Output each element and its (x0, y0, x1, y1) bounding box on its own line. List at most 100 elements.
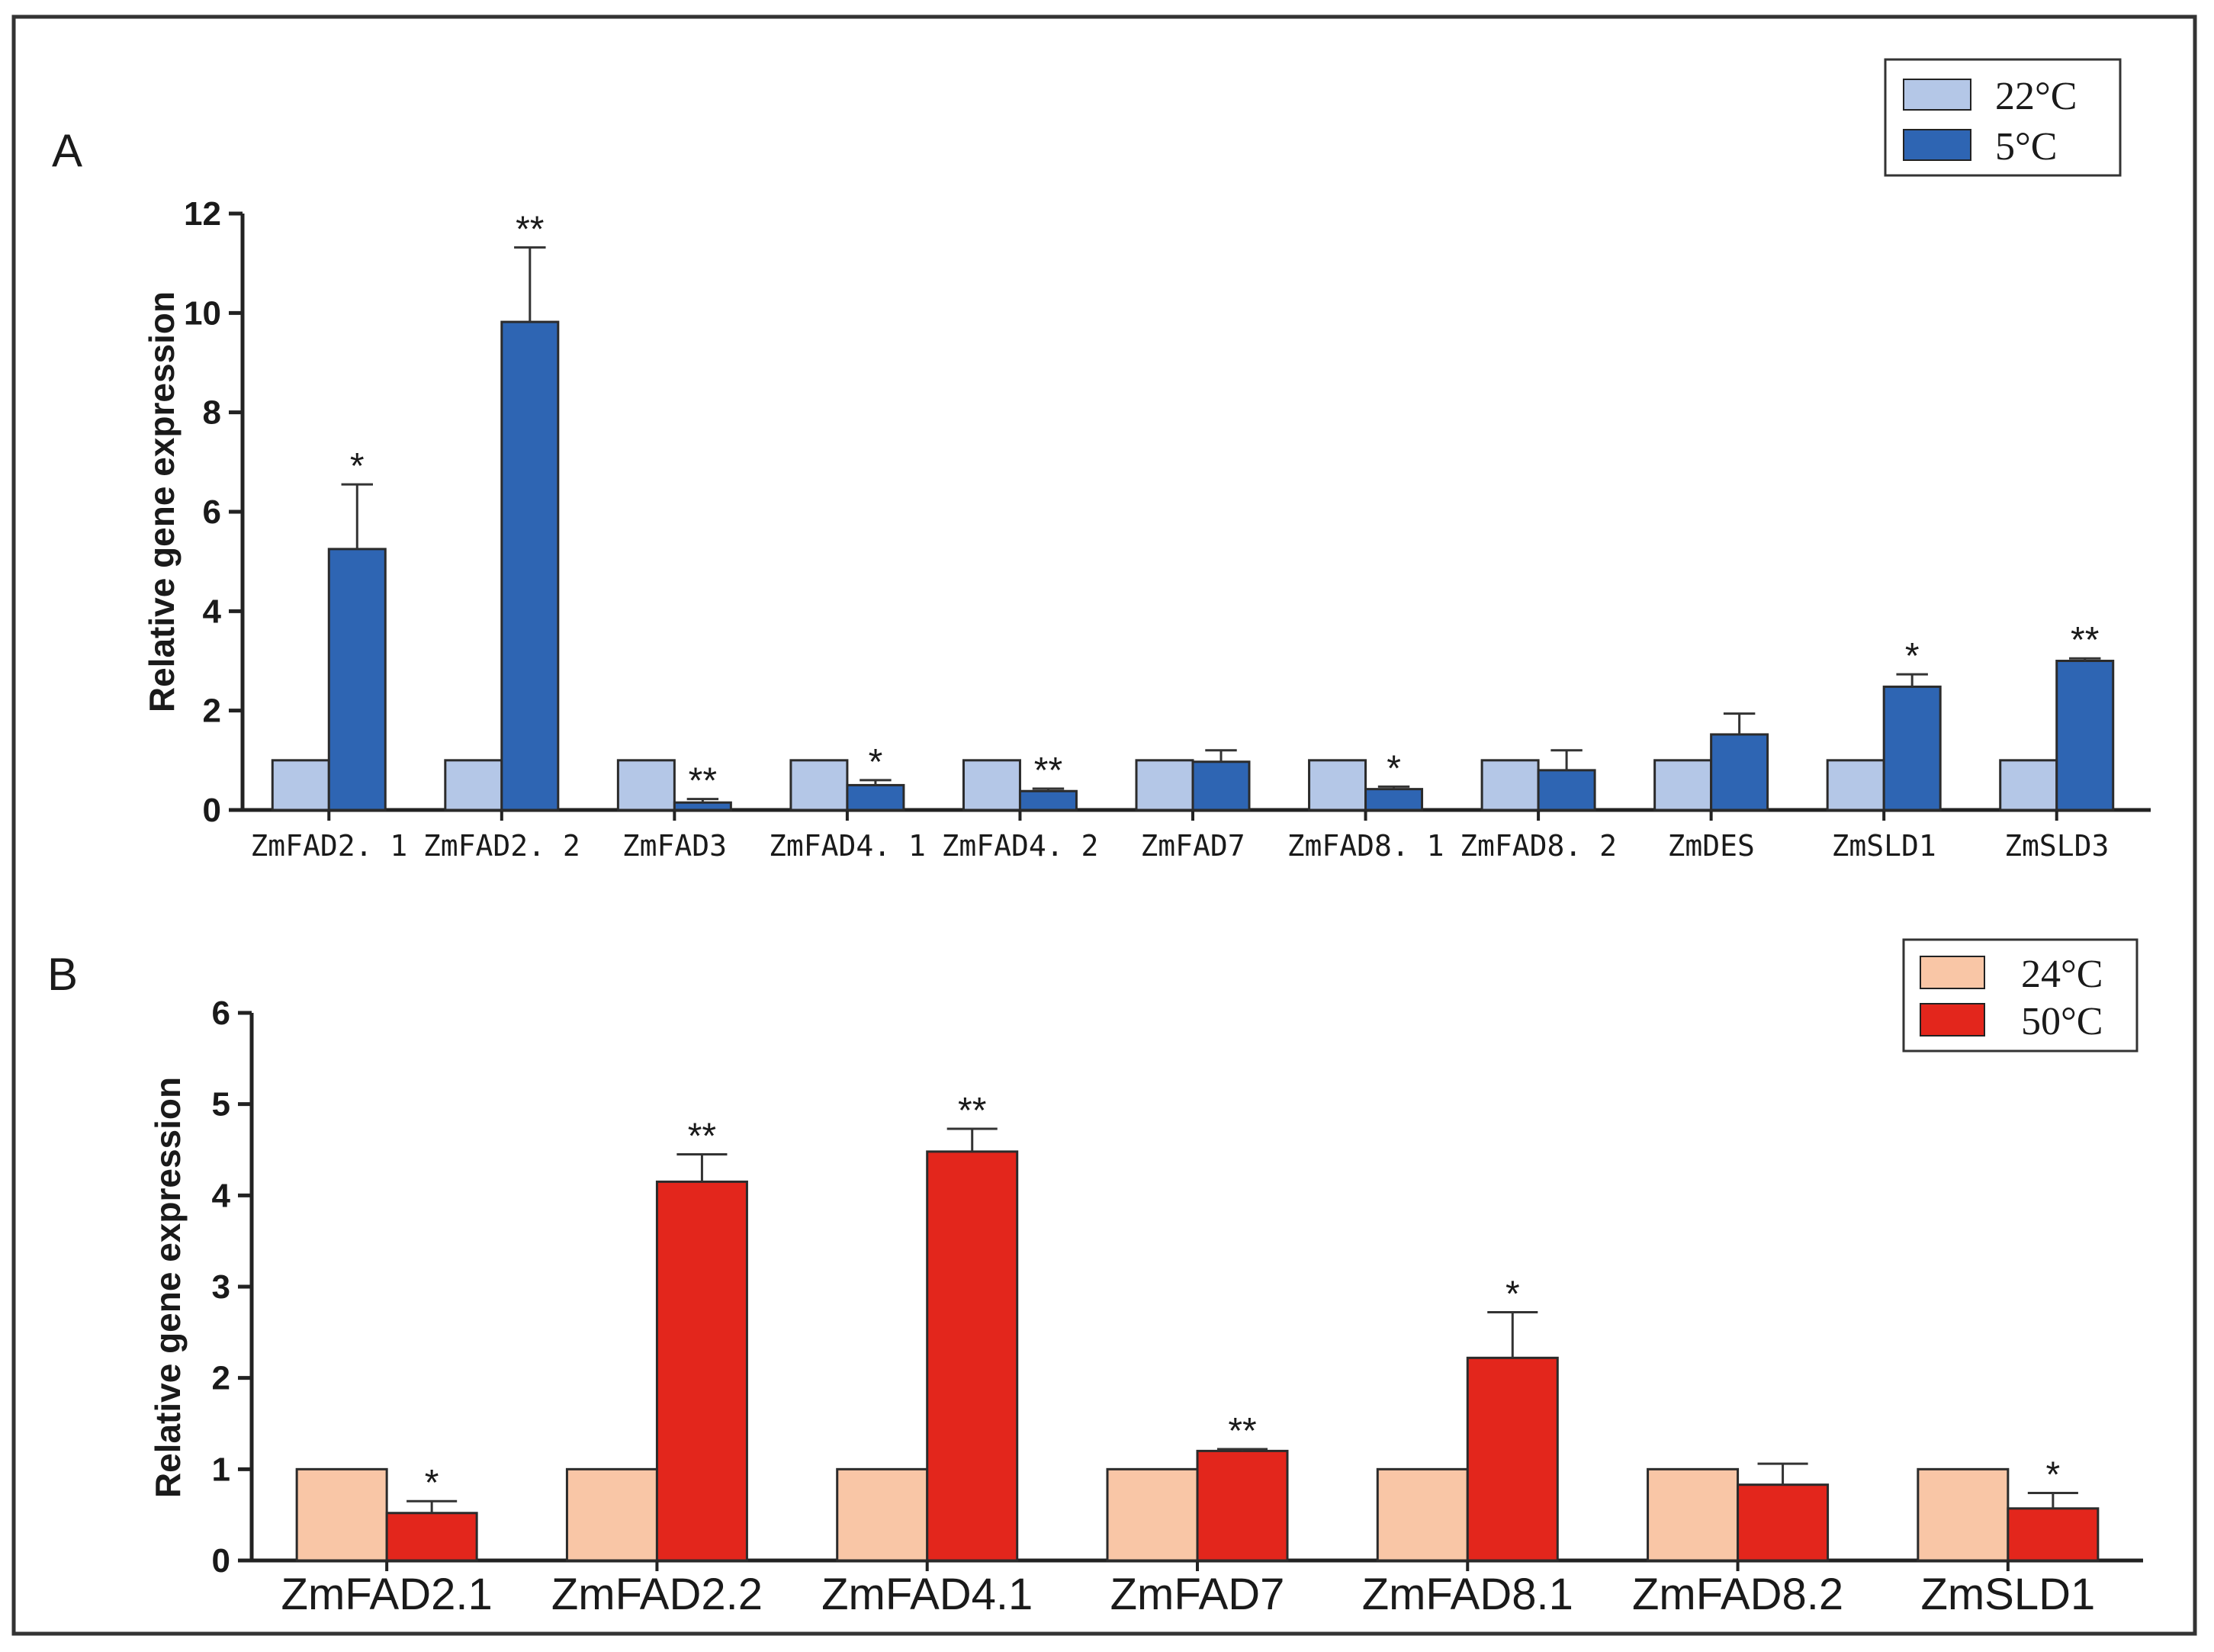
y-tick-label: 12 (184, 195, 221, 233)
significance-marker: ** (958, 1091, 986, 1131)
panel-b-ylabel: Relative gene expression (148, 1077, 188, 1498)
y-tick-label: 6 (203, 493, 221, 531)
category-label: ZmDES (1667, 829, 1754, 863)
category-label: ZmSLD1 (1832, 829, 1936, 863)
legend-label-22c: 22°C (1995, 75, 2077, 118)
bar-zmsld1-24degc (1917, 1467, 2010, 1562)
significance-marker: * (869, 742, 883, 783)
category-label: ZmFAD8.1 (1362, 1570, 1573, 1619)
legend-label-24c: 24°C (2021, 953, 2103, 996)
category-label: ZmFAD4. 1 (769, 829, 926, 863)
significance-marker: * (1505, 1274, 1520, 1315)
bar-zmfad2-1-24degc (295, 1467, 388, 1562)
category-label: ZmFAD4.1 (821, 1570, 1033, 1619)
bar-zmdes-5degc (1710, 733, 1769, 812)
panel-b-category-labels: ZmFAD2.1 ZmFAD2.2 ZmFAD4.1 ZmFAD7 ZmFAD8.1 Zm… (281, 1570, 2096, 1619)
significance-marker: ** (2071, 620, 2099, 660)
panel-a-legend: 22°C 5°C (1884, 58, 2122, 177)
figure-frame (11, 14, 2197, 1636)
legend-swatch-24c (1920, 956, 1985, 989)
category-label: ZmFAD2. 1 (250, 829, 407, 863)
bar-zmfad4-2-22degc (962, 759, 1021, 812)
legend-swatch-5c (1903, 129, 1971, 161)
category-label: ZmFAD4. 2 (942, 829, 1099, 863)
panel-b-bars: ********* (295, 1091, 2100, 1562)
bar-zmsld1-5degc (1882, 685, 1942, 812)
legend-swatch-50c (1920, 1003, 1985, 1037)
bar-zmfad2-2-24degc (565, 1467, 658, 1562)
significance-marker: ** (1034, 750, 1062, 791)
bar-zmfad2-1-22degc (271, 759, 330, 812)
y-tick-label: 10 (184, 294, 221, 332)
category-label: ZmFAD3 (622, 829, 727, 863)
y-tick-label: 2 (203, 693, 221, 730)
bar-zmfad4-1-50degc (926, 1150, 1019, 1562)
bar-zmfad4-1-24degc (836, 1467, 929, 1562)
bar-zmfad3-22degc (616, 759, 676, 812)
y-tick-label: 6 (212, 995, 230, 1032)
significance-marker: * (1905, 636, 1920, 677)
bar-zmfad2-1-50degc (385, 1512, 478, 1562)
category-label: ZmFAD8.2 (1632, 1570, 1843, 1619)
category-label: ZmFAD8. 1 (1287, 829, 1444, 863)
significance-marker: * (2046, 1454, 2061, 1495)
bar-zmfad8-1-5degc (1364, 788, 1424, 812)
bar-zmfad8-2-5degc (1537, 769, 1596, 812)
y-tick-label: 3 (212, 1268, 230, 1306)
y-tick-label: 5 (212, 1086, 230, 1123)
bar-zmfad8-2-24degc (1647, 1467, 1740, 1562)
category-label: ZmSLD1 (1920, 1570, 2095, 1619)
bar-zmfad8-1-24degc (1376, 1467, 1469, 1562)
bar-zmfad4-1-22degc (789, 759, 849, 812)
legend-swatch-22c (1903, 79, 1971, 111)
significance-marker: ** (688, 1116, 716, 1156)
y-tick-label: 4 (203, 593, 222, 630)
category-label: ZmFAD2. 2 (423, 829, 580, 863)
bar-zmdes-22degc (1653, 759, 1713, 812)
y-tick-label: 0 (212, 1542, 230, 1580)
bar-zmfad2-2-5degc (500, 320, 560, 812)
bar-zmfad8-2-50degc (1737, 1483, 1830, 1562)
panel-b-letter: B (47, 949, 78, 1000)
bar-zmfad8-1-22degc (1308, 759, 1367, 812)
bar-zmsld1-50degc (2007, 1507, 2100, 1562)
bar-zmfad2-1-5degc (327, 548, 387, 812)
bar-zmsld3-5degc (2055, 660, 2115, 812)
bar-zmfad8-1-50degc (1466, 1356, 1559, 1562)
y-tick-label: 1 (212, 1451, 230, 1488)
bar-zmfad7-5degc (1191, 760, 1251, 812)
significance-marker: * (1387, 748, 1401, 789)
panel-a-bars: ***** * ** ** ** (271, 209, 2115, 812)
bar-zmfad3-5degc (673, 801, 732, 812)
bar-zmsld3-22degc (1999, 759, 2058, 812)
bar-zmfad4-1-5degc (846, 783, 905, 812)
category-label: ZmFAD2.2 (551, 1570, 763, 1619)
category-label: ZmFAD8. 2 (1460, 829, 1617, 863)
bar-zmfad2-2-50degc (655, 1180, 748, 1562)
category-label: ZmFAD2.1 (281, 1570, 493, 1619)
bar-zmfad7-22degc (1135, 759, 1194, 812)
y-tick-label: 4 (212, 1177, 231, 1214)
panel-a-ylabel: Relative gene expression (142, 291, 182, 712)
bar-zmfad4-2-5degc (1018, 789, 1078, 812)
bar-zmsld1-22degc (1826, 759, 1885, 812)
panel-a-category-labels: ZmFAD2. 1 ZmFAD2. 2 ZmFAD3 ZmFAD4. 1 ZmFAD4.… (250, 829, 2109, 863)
panel-b-legend: 24°C 50°C (1902, 938, 2138, 1053)
significance-marker: * (425, 1463, 439, 1503)
bar-zmfad8-2-22degc (1480, 759, 1540, 812)
category-label: ZmFAD7 (1110, 1570, 1285, 1619)
significance-marker: ** (689, 761, 717, 802)
legend-label-50c: 50°C (2021, 1000, 2103, 1043)
bar-zmfad2-2-22degc (444, 759, 503, 812)
bar-zmfad7-50degc (1196, 1449, 1289, 1562)
bar-zmfad7-24degc (1106, 1467, 1199, 1562)
significance-marker: ** (1228, 1411, 1256, 1451)
legend-label-5c: 5°C (1995, 125, 2057, 169)
y-tick-label: 0 (203, 792, 221, 829)
significance-marker: ** (516, 209, 544, 249)
significance-marker: * (350, 446, 365, 487)
